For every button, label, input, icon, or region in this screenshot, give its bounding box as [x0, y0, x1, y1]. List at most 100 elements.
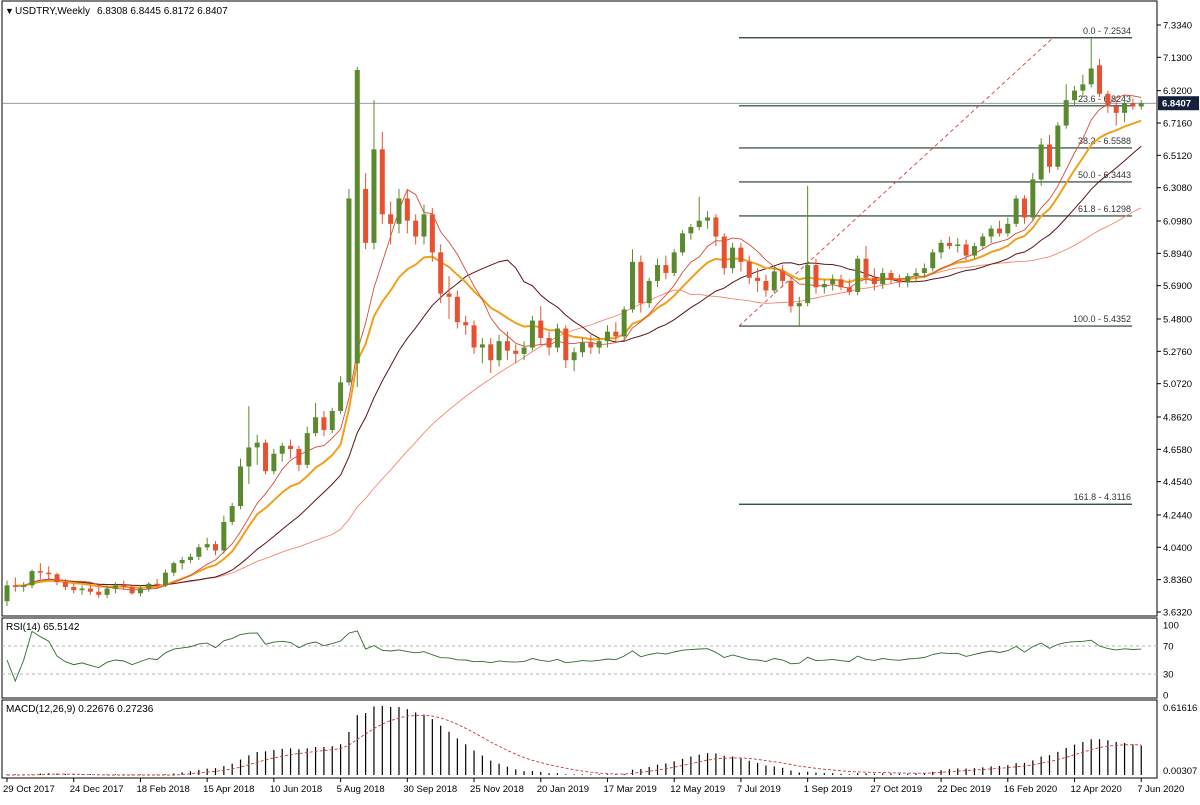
- candle-body: [938, 242, 944, 253]
- candle-body: [79, 588, 85, 591]
- candle-body: [1013, 198, 1019, 224]
- ma-fast-line: [15, 94, 1142, 591]
- header-arrow[interactable]: ▼: [5, 6, 14, 16]
- x-tick-label: 25 Nov 2018: [470, 784, 524, 795]
- candle-body: [696, 220, 702, 228]
- price-tick-label: 6.9200: [1163, 86, 1192, 97]
- candle-body: [796, 303, 802, 307]
- candle-body: [646, 280, 652, 304]
- candle-body: [738, 247, 744, 262]
- candle-body: [479, 344, 485, 348]
- candle-body: [655, 265, 661, 281]
- candle-body: [1030, 179, 1036, 218]
- candle-body: [129, 586, 135, 594]
- candle-body: [162, 572, 168, 586]
- candle-body: [346, 198, 352, 383]
- candle-body: [663, 265, 669, 273]
- macd-pane-frame: [1, 699, 1158, 779]
- main-pane-frame: [1, 0, 1158, 617]
- candle-body: [671, 252, 677, 273]
- candle-body: [4, 585, 10, 602]
- axes-layer: 7.3340 7.1300 6.9200 6.7160 6.5120 6.3080 6.09…: [2, 21, 1199, 795]
- candle-body: [379, 149, 385, 215]
- candle-body: [404, 198, 410, 221]
- price-tick-label: 4.0400: [1163, 543, 1192, 554]
- candle-body: [413, 220, 419, 237]
- candle-body: [755, 277, 761, 281]
- candle-body: [780, 271, 786, 281]
- candle-body: [830, 279, 836, 285]
- rsi-tick-label: 70: [1163, 642, 1174, 653]
- x-tick-label: 5 Aug 2018: [337, 784, 385, 795]
- x-tick-label: 12 Apr 2020: [1071, 784, 1122, 795]
- candle-body: [863, 258, 869, 278]
- candle-body: [680, 233, 686, 253]
- candle-body: [187, 556, 193, 560]
- candle-body: [71, 586, 77, 591]
- symbol-label: USDTRY,Weekly: [15, 6, 90, 17]
- candle-body: [763, 280, 769, 291]
- candle-body: [1038, 144, 1044, 180]
- macd-layer: 0.61616 0.00307: [6, 703, 1197, 777]
- candle-body: [880, 272, 886, 285]
- x-tick-label: 18 Feb 2018: [136, 784, 189, 795]
- candle-body: [529, 320, 535, 348]
- moving-averages-layer: [15, 94, 1142, 591]
- x-tick-label: 7 Jun 2020: [1137, 784, 1184, 795]
- rsi-tick-label: 30: [1163, 670, 1174, 681]
- candle-body: [504, 341, 510, 351]
- candle-body: [771, 271, 777, 291]
- candle-body: [96, 591, 102, 595]
- x-tick-label: 12 May 2019: [670, 784, 725, 795]
- candle-body: [1122, 103, 1128, 113]
- candle-body: [588, 342, 594, 348]
- candle-body: [513, 350, 519, 354]
- fib-level-label: 61.8 - 6.1298: [1078, 204, 1131, 214]
- candle-body: [104, 588, 110, 595]
- candle-body: [955, 244, 961, 247]
- candle-body: [12, 585, 18, 587]
- candle-body: [1080, 84, 1086, 91]
- fib-level-label: 161.8 - 4.3116: [1074, 492, 1131, 502]
- ma-dark-line: [31, 145, 1142, 587]
- price-tick-label: 5.0720: [1163, 379, 1192, 390]
- price-tick-label: 5.8940: [1163, 249, 1192, 260]
- candle-body: [1072, 90, 1078, 101]
- candle-body: [263, 442, 269, 472]
- candle-body: [1005, 223, 1011, 234]
- candle-body: [521, 347, 527, 354]
- price-tick-label: 4.8620: [1163, 412, 1192, 423]
- current-price-box: [1158, 96, 1199, 111]
- price-tick-label: 7.1300: [1163, 53, 1192, 64]
- candle-body: [296, 448, 302, 465]
- candle-body: [213, 544, 218, 551]
- candle-body: [271, 453, 277, 472]
- fib-level-label: 0.0 - 7.2534: [1083, 26, 1131, 36]
- price-tick-label: 4.6580: [1163, 445, 1192, 456]
- candle-body: [496, 341, 502, 361]
- candle-body: [788, 280, 794, 307]
- candles-layer: [4, 38, 1144, 606]
- price-tick-label: 3.6320: [1163, 608, 1192, 619]
- rsi-label: RSI(14) 65.5142: [6, 622, 80, 633]
- price-tick-label: 6.3080: [1163, 183, 1192, 194]
- x-tick-label: 24 Dec 2017: [70, 784, 124, 795]
- candle-body: [604, 331, 610, 342]
- fib-level-label: 50.0 - 6.3443: [1078, 170, 1131, 180]
- price-tick-label: 4.2440: [1163, 510, 1192, 521]
- candle-body: [87, 588, 93, 592]
- candle-body: [146, 583, 152, 589]
- macd-tick-label: 0.61616: [1163, 703, 1197, 714]
- candle-body: [579, 342, 585, 353]
- candle-body: [37, 571, 43, 573]
- x-tick-label: 16 Feb 2020: [1004, 784, 1057, 795]
- macd-tick-label: 0.00307: [1163, 766, 1197, 777]
- ohlc-values: 6.8308 6.8445 6.8172 6.8407: [97, 6, 228, 17]
- price-tick-label: 5.2760: [1163, 347, 1192, 358]
- ma-slow-line: [31, 207, 1142, 586]
- candle-body: [930, 252, 936, 269]
- candle-body: [354, 70, 360, 364]
- candle-body: [571, 352, 577, 361]
- x-tick-label: 15 Apr 2018: [203, 784, 254, 795]
